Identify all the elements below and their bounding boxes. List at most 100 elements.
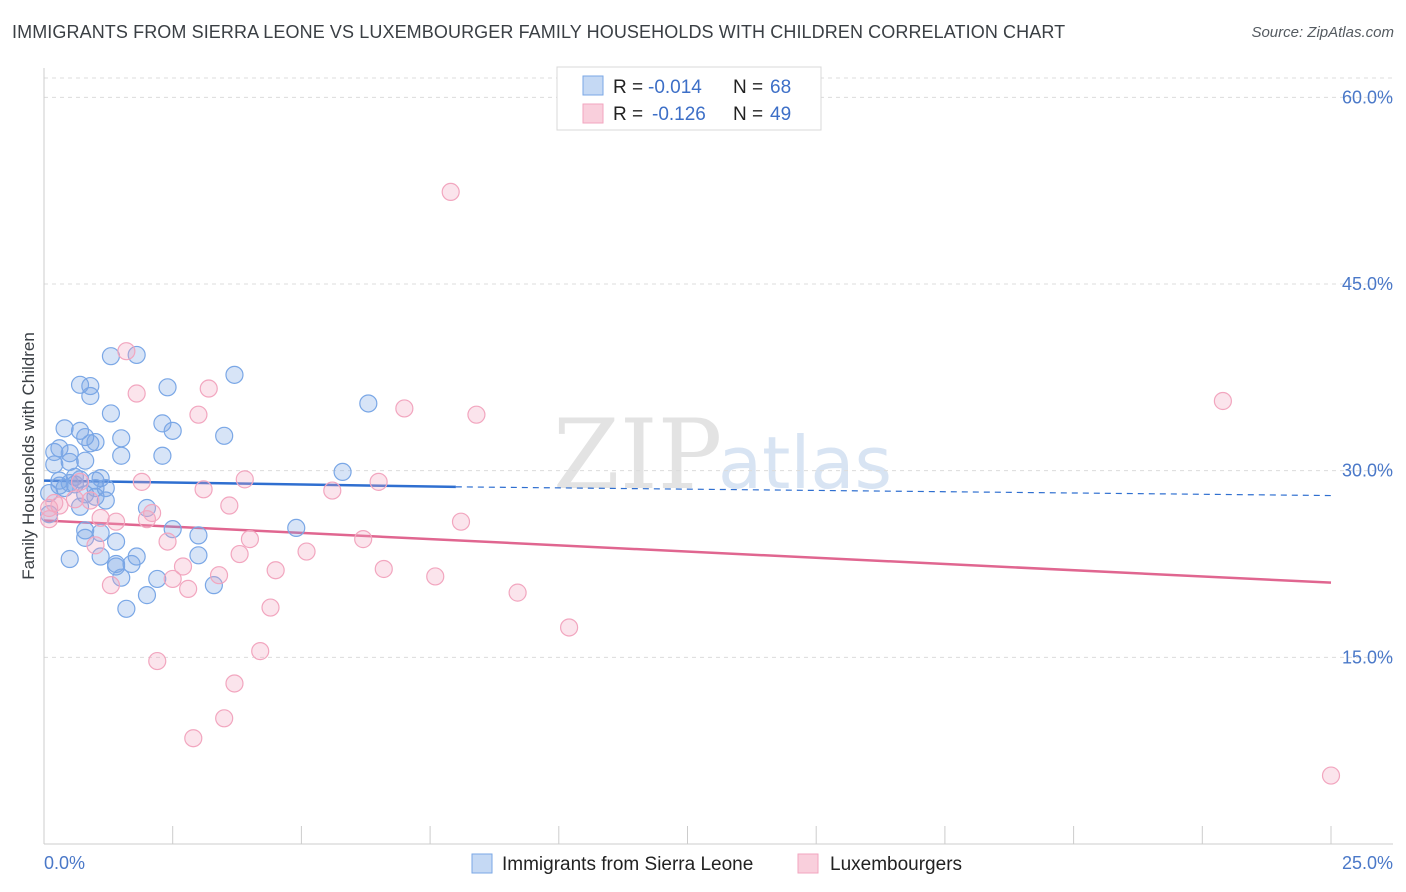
- point-s2-6: [91, 508, 110, 528]
- point-s1-8: [55, 478, 74, 498]
- point-s2-36: [374, 559, 393, 579]
- point-s1-63: [359, 394, 378, 413]
- legend-n-label-2: N =: [733, 104, 763, 125]
- point-s2-3: [50, 496, 69, 515]
- y-tick-label-60: 60.0%: [1342, 87, 1393, 107]
- point-s2-4: [70, 472, 90, 491]
- chart-source: Source: ZipAtlas.com: [1251, 24, 1394, 41]
- point-s1-52: [153, 414, 172, 433]
- point-s1-23: [76, 521, 95, 540]
- point-s2-41: [467, 405, 486, 424]
- point-s2-45: [1321, 766, 1341, 785]
- legend-swatch-luxembourgers: [582, 103, 604, 124]
- point-s2-22: [209, 566, 229, 585]
- point-s2-47: [65, 490, 84, 509]
- point-s2-34: [354, 530, 373, 549]
- point-s1-57: [189, 546, 208, 565]
- point-s1-37: [101, 347, 121, 366]
- legend-r-label-2: R =: [613, 104, 643, 125]
- point-s1-33: [91, 547, 110, 566]
- point-s1-44: [117, 599, 136, 618]
- watermark: ZIP atlas: [553, 399, 892, 511]
- point-s1-39: [106, 532, 126, 551]
- point-s2-7: [101, 576, 121, 595]
- point-s1-30: [86, 432, 105, 452]
- trend-lines: [43, 479, 1332, 584]
- point-s1-61: [287, 518, 306, 538]
- y-tick-label-15: 15.0%: [1342, 647, 1393, 667]
- point-s2-27: [235, 470, 254, 489]
- point-s2-14: [158, 532, 177, 551]
- point-s2-20: [194, 480, 213, 499]
- legend-n-value-2: 49: [770, 104, 791, 125]
- y-tick-labels: 15.0% 30.0% 45.0% 60.0%: [1342, 87, 1393, 667]
- point-s1-6: [50, 439, 69, 458]
- legend-series: Immigrants from Sierra Leone Luxembourge…: [471, 853, 962, 875]
- x-tick-label-max: 25.0%: [1342, 853, 1393, 873]
- point-s1-11: [60, 444, 79, 463]
- point-s2-48: [86, 536, 105, 555]
- point-s1-21: [76, 451, 95, 470]
- point-s2-21: [199, 379, 218, 398]
- point-s1-40: [106, 557, 126, 576]
- point-s1-58: [204, 576, 223, 595]
- point-s2-23: [215, 709, 234, 728]
- point-s2-40: [451, 512, 471, 531]
- point-s2-16: [173, 557, 193, 576]
- point-s1-7: [55, 419, 74, 438]
- legend-r-label-1: R =: [613, 77, 643, 98]
- point-s2-42: [508, 583, 527, 602]
- point-s1-42: [112, 429, 131, 448]
- point-s2-24: [220, 496, 239, 515]
- point-s2-31: [266, 561, 285, 580]
- x-tick-label-min: 0.0%: [44, 853, 85, 873]
- y-tick-label-30: 30.0%: [1342, 461, 1393, 481]
- point-s2-39: [441, 182, 460, 202]
- point-s1-24: [81, 386, 100, 406]
- legend-swatch-sierra-leone: [582, 75, 604, 96]
- point-s2-10: [132, 472, 151, 491]
- trend-line-2: [43, 519, 1332, 584]
- point-s2-26: [230, 544, 249, 564]
- point-s2-25: [225, 674, 244, 693]
- point-s2-15: [163, 569, 182, 589]
- legend-stats: R = -0.014 N = 68 R = -0.126 N = 49: [556, 66, 822, 131]
- point-s2-9: [127, 384, 146, 403]
- point-s2-12: [143, 503, 162, 523]
- point-s1-31: [91, 469, 110, 488]
- point-s1-51: [153, 446, 172, 465]
- bottom-legend-label-sierra-leone: Immigrants from Sierra Leone: [502, 854, 753, 875]
- point-s1-54: [163, 421, 182, 440]
- point-s2-18: [184, 729, 203, 748]
- legend-r-value-1: -0.014: [648, 77, 702, 98]
- point-s1-56: [189, 526, 208, 545]
- point-s1-47: [127, 547, 146, 566]
- chart-title: IMMIGRANTS FROM SIERRA LEONE VS LUXEMBOU…: [12, 22, 1066, 42]
- point-s2-32: [297, 542, 316, 561]
- point-s1-25: [81, 376, 100, 396]
- point-s1-59: [215, 426, 234, 445]
- point-s1-50: [148, 569, 167, 589]
- y-axis-title: Family Households with Children: [19, 332, 38, 580]
- grid-lines: [44, 77, 1393, 658]
- y-tick-label-45: 45.0%: [1342, 274, 1393, 294]
- point-s2-37: [395, 399, 414, 418]
- point-s2-19: [189, 405, 208, 424]
- point-s1-62: [333, 462, 352, 482]
- point-s2-30: [261, 598, 280, 617]
- legend-n-label-1: N =: [733, 77, 763, 98]
- point-s1-60: [225, 365, 244, 384]
- axes: [43, 68, 1393, 845]
- bottom-legend-swatch-luxembourgers: [797, 853, 819, 874]
- watermark-zip: ZIP: [553, 399, 722, 511]
- point-s2-8: [106, 512, 126, 531]
- point-s2-17: [179, 579, 198, 598]
- point-s2-38: [426, 567, 445, 586]
- point-s1-12: [60, 549, 79, 569]
- point-s2-29: [251, 642, 270, 661]
- point-s2-5: [81, 491, 100, 510]
- data-points: [40, 182, 1341, 785]
- point-s1-35: [96, 478, 115, 498]
- legend-r-value-2: -0.126: [652, 104, 706, 125]
